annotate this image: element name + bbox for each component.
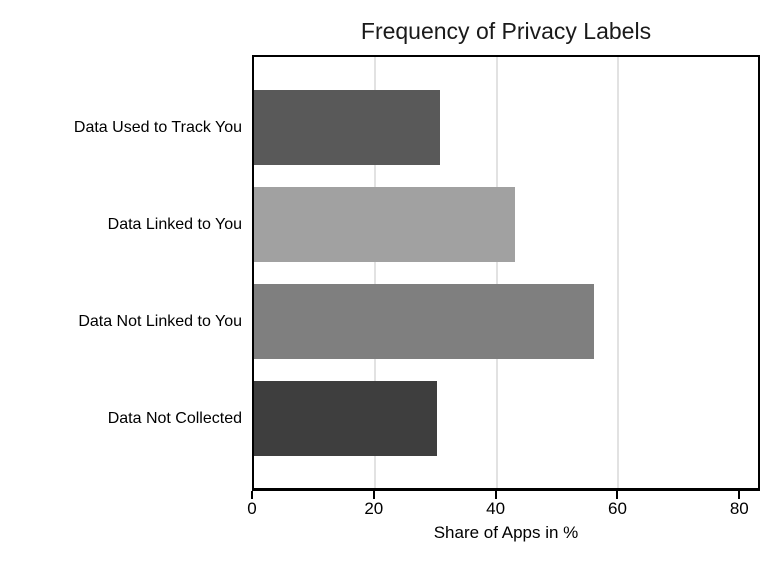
x-axis-title: Share of Apps in % [433, 523, 579, 542]
bar [254, 90, 440, 165]
gridline-x20 [373, 57, 376, 488]
x-tick-label: 40 [486, 499, 506, 518]
x-tick-label: 80 [729, 499, 749, 518]
x-tick [494, 491, 497, 499]
bar [254, 187, 515, 262]
gridline-x60 [617, 57, 620, 488]
category-label: Data Not Collected [107, 409, 242, 427]
x-tick-label: 60 [607, 499, 627, 518]
category-label: Data Linked to You [107, 215, 242, 233]
x-tick [616, 491, 619, 499]
category-label: Data Not Linked to You [78, 312, 242, 330]
category-label: Data Used to Track You [73, 118, 242, 136]
x-tick [738, 491, 741, 499]
x-tick [372, 491, 375, 499]
plot-area [252, 55, 760, 491]
gridline-x40 [495, 57, 498, 488]
x-tick-label: 0 [247, 499, 257, 518]
bar [254, 284, 595, 359]
bar [254, 381, 437, 456]
x-tick-label: 20 [364, 499, 384, 518]
x-tick [251, 491, 253, 499]
chart-title: Frequency of Privacy Labels [360, 18, 652, 44]
